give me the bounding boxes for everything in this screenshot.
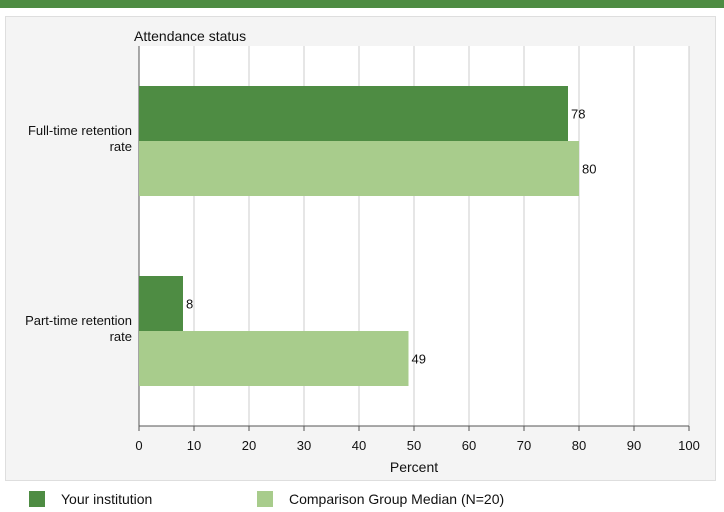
category-label-line: Full-time retention (28, 123, 132, 138)
data-label-series1-cat1: 49 (412, 352, 426, 367)
x-tick-label-10: 10 (187, 438, 201, 453)
data-label-series1-cat0: 80 (582, 162, 596, 177)
top-accent-bar (0, 0, 724, 8)
category-label-line: rate (110, 329, 132, 344)
x-tick-label-50: 50 (407, 438, 421, 453)
category-label-line: Part-time retention (25, 313, 132, 328)
chart-title: Attendance status (134, 28, 246, 44)
bar-series1-cat1 (139, 331, 409, 386)
x-tick-label-100: 100 (678, 438, 700, 453)
x-tick-label-0: 0 (135, 438, 142, 453)
x-tick-label-40: 40 (352, 438, 366, 453)
legend-label-your-institution: Your institution (61, 491, 153, 507)
category-label-1: Part-time retention rate (25, 313, 132, 344)
x-tick-label-80: 80 (572, 438, 586, 453)
x-tick-label-60: 60 (462, 438, 476, 453)
data-label-series0-cat0: 78 (571, 107, 585, 122)
bar-series0-cat0 (139, 86, 568, 141)
legend-item-your-institution: Your institution (29, 489, 152, 509)
x-axis-label: Percent (390, 459, 438, 475)
x-tick-label-90: 90 (627, 438, 641, 453)
x-tick-label-20: 20 (242, 438, 256, 453)
data-label-series0-cat1: 8 (186, 297, 193, 312)
category-label-line: rate (110, 139, 132, 154)
legend-swatch-comparison-median (257, 491, 273, 507)
category-label-0: Full-time retention rate (28, 123, 132, 154)
bar-series0-cat1 (139, 276, 183, 331)
legend-label-comparison-median: Comparison Group Median (N=20) (289, 491, 505, 507)
x-tick-label-30: 30 (297, 438, 311, 453)
legend-swatch-your-institution (29, 491, 45, 507)
x-tick-label-70: 70 (517, 438, 531, 453)
bar-chart: Attendance status Percent 0 10 20 30 40 50 60 7… (25, 28, 700, 475)
bar-series1-cat0 (139, 141, 579, 196)
legend: Your institution Comparison Group Median… (0, 485, 724, 512)
legend-item-comparison-median: Comparison Group Median (N=20) (257, 489, 504, 509)
